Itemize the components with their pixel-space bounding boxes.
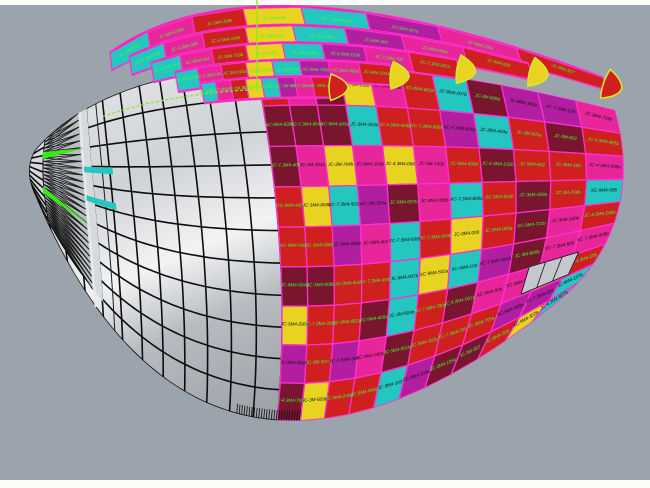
svg-text:XC-7.3M4-408: XC-7.3M4-408 (269, 162, 300, 168)
svg-text:JC-3M4-006b: JC-3M4-006b (306, 282, 335, 288)
svg-text:JC-9M4-007b: JC-9M4-007b (389, 199, 418, 205)
svg-text:XC-9M4-601b: XC-9M4-601b (484, 194, 514, 200)
svg-text:JC-3M4-508a: JC-3M4-508a (518, 192, 547, 198)
svg-text:XC-7.3M4-600a: XC-7.3M4-600a (449, 196, 483, 202)
svg-text:JC-9M4-409b: JC-9M4-409b (449, 161, 478, 167)
svg-text:JC-3M-704b: JC-3M-704b (327, 162, 354, 167)
svg-text:XC-7.3M4-502a: XC-7.3M4-502a (327, 201, 361, 207)
svg-text:JC-4.3M4-006: JC-4.3M4-006 (385, 161, 416, 166)
svg-text:JC-3M-102b: JC-3M-102b (418, 161, 445, 167)
svg-text:XC-9M4-608: XC-9M4-608 (590, 187, 618, 192)
svg-text:JC-9M4-604b: JC-9M4-604b (280, 282, 309, 287)
svg-text:XC-9M4-708a: XC-9M4-708a (301, 67, 329, 73)
svg-text:JC-3M-304a: JC-3M-304a (299, 162, 326, 167)
svg-text:JC-3M4-503a: JC-3M4-503a (349, 121, 378, 127)
svg-text:JC-3M4-506a: JC-3M4-506a (290, 50, 318, 55)
svg-text:JC-3M-704b: JC-3M-704b (554, 190, 581, 196)
svg-text:JC-9M4-105b: JC-9M4-105b (355, 161, 384, 166)
svg-text:JC-3M4-300b: JC-3M4-300b (420, 198, 449, 204)
svg-text:JC-3M4-804b: JC-3M4-804b (302, 202, 331, 208)
svg-text:JC-3M4-006b: JC-3M4-006b (304, 242, 333, 248)
svg-text:XC-7.3M4-804a: XC-7.3M4-804a (289, 121, 323, 126)
svg-text:JC-3M4-502a: JC-3M4-502a (279, 360, 308, 365)
svg-text:JC-3M-609b: JC-3M-609b (262, 15, 287, 21)
svg-text:JC-3M-309a: JC-3M-309a (360, 200, 387, 206)
svg-text:JC-3M-908b: JC-3M-908b (275, 67, 300, 72)
svg-text:XC-9M4-005a: XC-9M4-005a (319, 121, 349, 126)
svg-text:XC-9M4-908: XC-9M4-908 (279, 243, 307, 248)
svg-text:XC-9M4-703: XC-9M4-703 (258, 33, 284, 39)
svg-text:XC-9M4-400: XC-9M4-400 (276, 203, 304, 208)
